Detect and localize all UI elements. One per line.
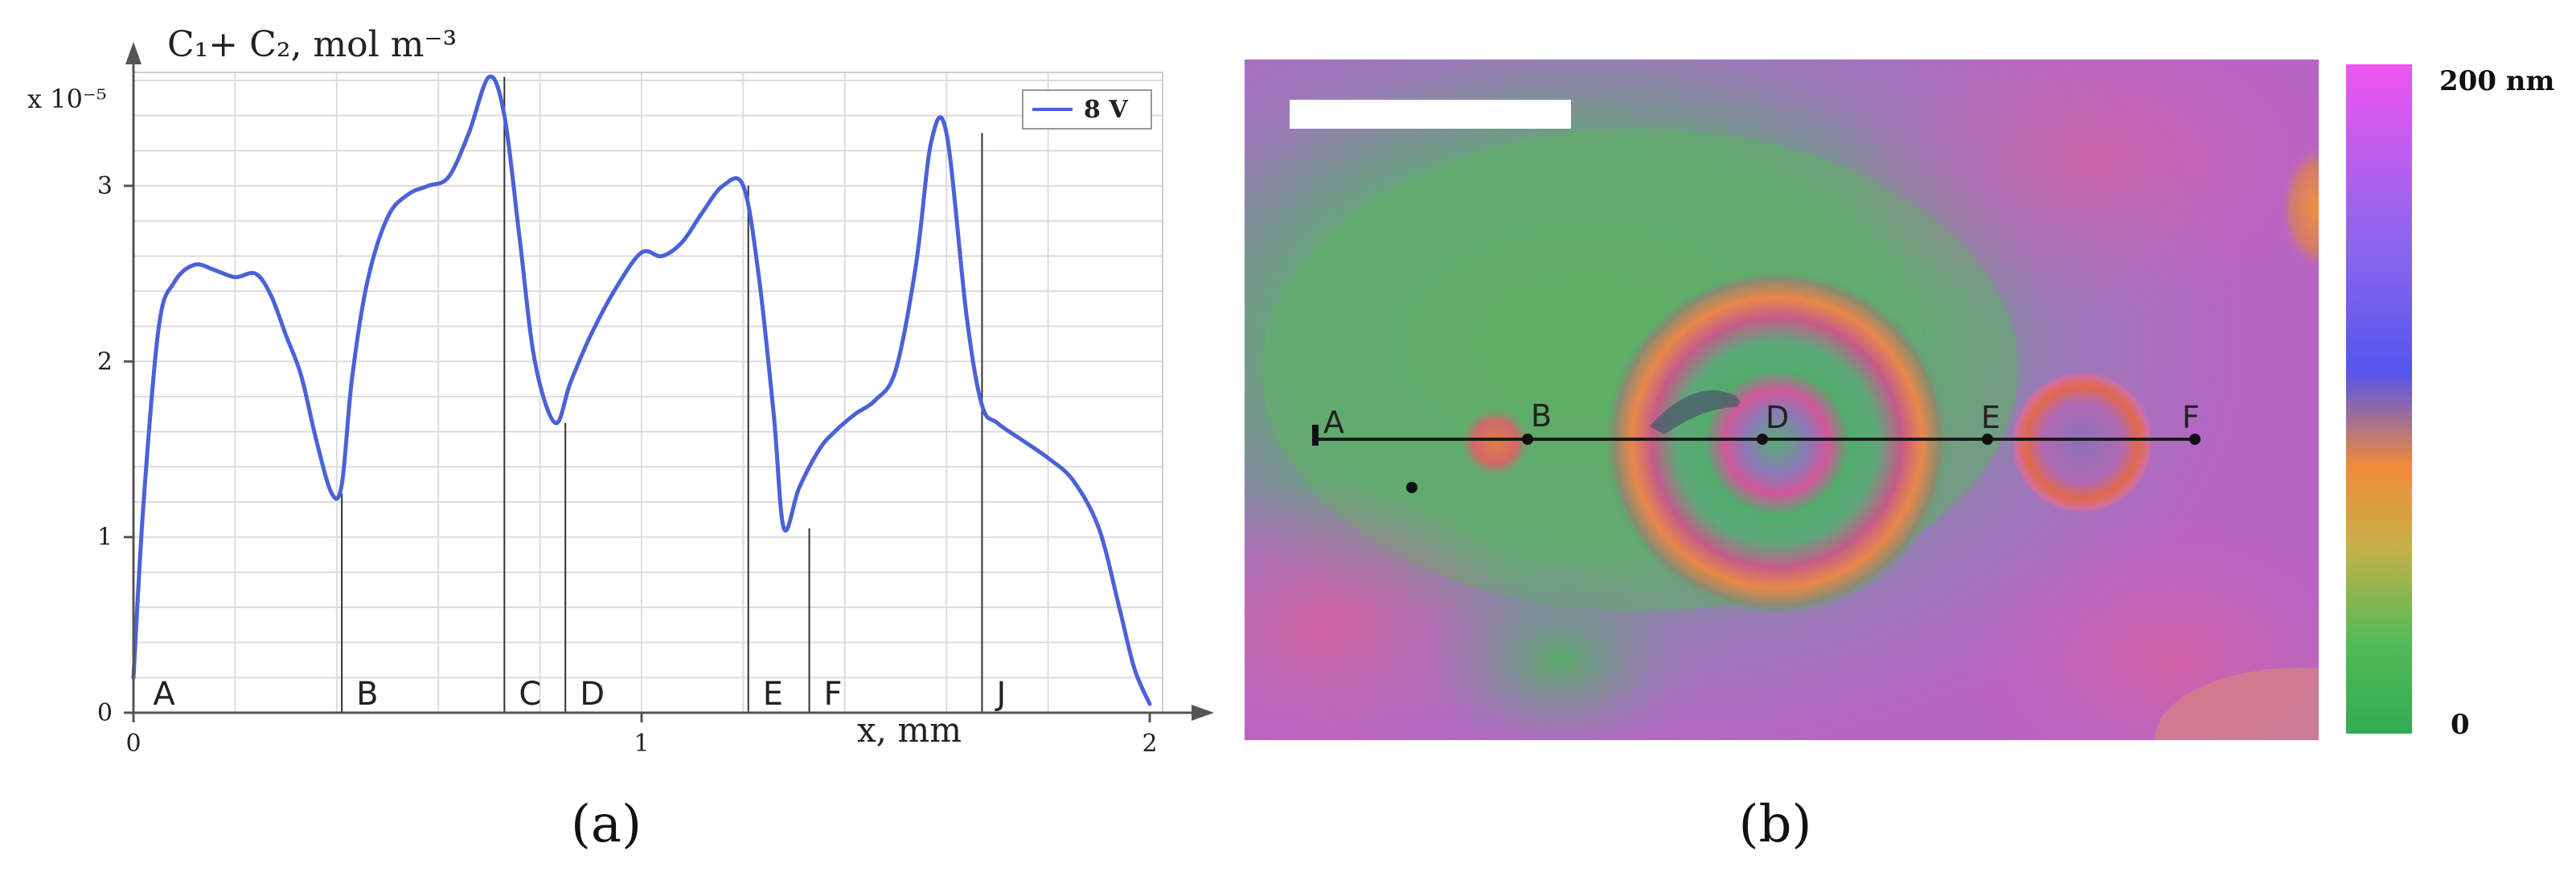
marker-label-a: A — [153, 676, 175, 713]
dark-defect — [1650, 390, 1740, 434]
panel-b-label: (b) — [1739, 795, 1812, 854]
scale-bar — [1290, 100, 1571, 129]
panel-b-thickness-map: A B D E F 200 nm 0 (b) — [1245, 60, 2555, 854]
x-axis-label: x, mm — [857, 710, 962, 750]
legend: 8 V — [1022, 89, 1152, 130]
colorbar — [2346, 64, 2412, 734]
point-label-a: A — [1323, 405, 1344, 440]
profile-start-tick — [1312, 425, 1319, 446]
y-tick-label: 2 — [97, 348, 113, 376]
stray-dot — [1406, 482, 1417, 493]
y-axis-arrow — [125, 42, 142, 64]
point-b-dot — [1522, 434, 1533, 445]
point-e-dot — [1982, 434, 1993, 445]
colorbar-max-label: 200 nm — [2439, 65, 2555, 97]
point-d-dot — [1757, 434, 1768, 445]
panel-a-line-chart: 0 1 2 0 1 2 3 A B C D E F J C₁+ C₂, mol m⁻³ x 10⁻⁵ x… — [27, 24, 1214, 854]
point-label-b: B — [1531, 398, 1552, 434]
chart-grid — [133, 72, 1163, 713]
colorbar-min-label: 0 — [2451, 709, 2470, 741]
marker-label-c: C — [519, 676, 541, 713]
y-tick-label: 3 — [97, 172, 113, 200]
interference-image: A B D E F — [1245, 60, 2319, 740]
axis-ticks: 0 1 2 0 1 2 3 — [97, 172, 1158, 758]
x-tick-label: 2 — [1142, 730, 1157, 758]
y-multiplier: x 10⁻⁵ — [27, 84, 107, 114]
vertical-markers — [341, 76, 983, 713]
marker-label-f: F — [824, 676, 843, 713]
marker-label-b: B — [356, 676, 378, 713]
marker-label-j: J — [994, 676, 1006, 713]
point-label-f: F — [2182, 400, 2200, 435]
y-axis-label: C₁+ C₂, mol m⁻³ — [167, 24, 457, 65]
series-line-8v — [131, 74, 1152, 706]
marker-label-e: E — [763, 676, 783, 713]
x-tick-label: 1 — [634, 730, 649, 758]
point-label-d: D — [1766, 400, 1789, 435]
panel-a-label: (a) — [571, 795, 642, 854]
x-tick-label: 0 — [125, 730, 141, 758]
x-axis-arrow — [1192, 705, 1214, 721]
legend-label: 8 V — [1084, 96, 1128, 124]
marker-label-d: D — [580, 676, 605, 713]
y-tick-label: 1 — [97, 524, 113, 552]
y-tick-label: 0 — [97, 699, 113, 727]
point-f-dot — [2189, 434, 2201, 445]
point-label-e: E — [1981, 400, 2000, 435]
plot-frame — [133, 72, 1163, 714]
